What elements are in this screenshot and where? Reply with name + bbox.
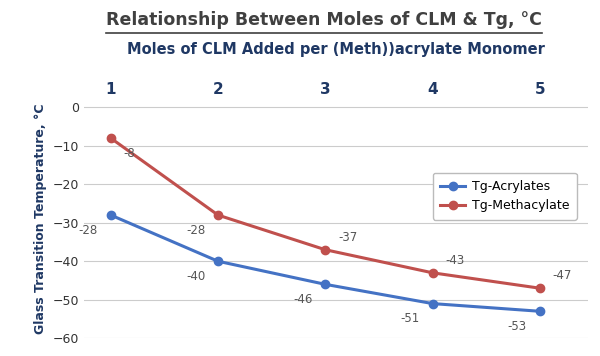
Tg-Acrylates bbox=[429, 302, 436, 306]
Tg-Methacylate bbox=[214, 213, 221, 217]
Text: -53: -53 bbox=[508, 320, 527, 333]
Text: Moles of CLM Added per (Meth))acrylate Monomer: Moles of CLM Added per (Meth))acrylate M… bbox=[127, 42, 545, 57]
Line: Tg-Methacylate: Tg-Methacylate bbox=[107, 134, 544, 292]
Tg-Acrylates bbox=[214, 259, 221, 263]
Line: Tg-Acrylates: Tg-Acrylates bbox=[107, 211, 544, 315]
Tg-Acrylates bbox=[322, 282, 329, 287]
Y-axis label: Glass Transition Temperature, °C: Glass Transition Temperature, °C bbox=[34, 104, 47, 334]
Text: -47: -47 bbox=[553, 269, 572, 282]
Text: -28: -28 bbox=[79, 224, 98, 236]
Text: Relationship Between Moles of CLM & Tg, °C: Relationship Between Moles of CLM & Tg, … bbox=[106, 11, 542, 29]
Text: -51: -51 bbox=[400, 312, 419, 325]
Text: -46: -46 bbox=[293, 293, 313, 306]
Tg-Methacylate bbox=[429, 271, 436, 275]
Tg-Methacylate bbox=[107, 136, 115, 140]
Text: -8: -8 bbox=[124, 147, 136, 159]
Legend: Tg-Acrylates, Tg-Methacylate: Tg-Acrylates, Tg-Methacylate bbox=[433, 173, 577, 220]
Text: -37: -37 bbox=[338, 231, 358, 244]
Text: -40: -40 bbox=[186, 270, 205, 283]
Text: -43: -43 bbox=[445, 254, 464, 267]
Tg-Acrylates bbox=[107, 213, 115, 217]
Text: -28: -28 bbox=[186, 224, 205, 236]
Tg-Acrylates bbox=[536, 309, 544, 313]
Tg-Methacylate bbox=[322, 247, 329, 252]
Tg-Methacylate bbox=[536, 286, 544, 290]
